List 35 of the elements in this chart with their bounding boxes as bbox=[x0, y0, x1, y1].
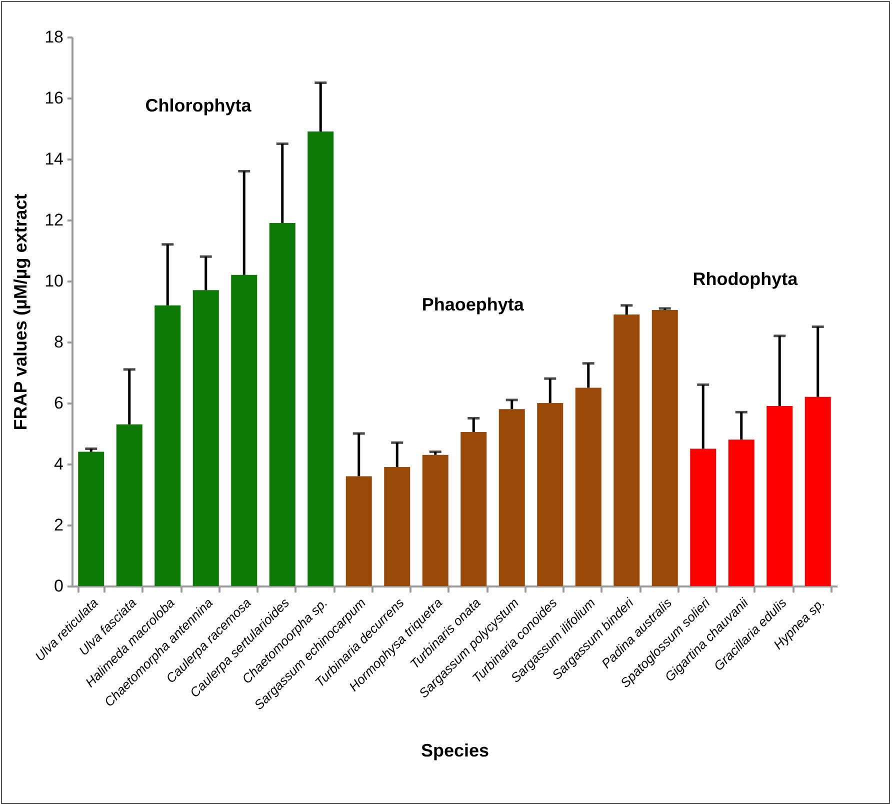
bar bbox=[422, 454, 448, 586]
y-axis-title: FRAP values (µM/µg extract bbox=[10, 194, 31, 430]
bar bbox=[575, 388, 602, 586]
y-tick-label: 10 bbox=[44, 272, 64, 290]
bar bbox=[614, 314, 640, 586]
bar bbox=[652, 310, 678, 586]
bar bbox=[804, 396, 831, 586]
bar bbox=[78, 452, 104, 586]
y-tick-label: 4 bbox=[54, 454, 64, 474]
bar bbox=[728, 440, 754, 586]
bar bbox=[690, 448, 716, 586]
y-tick-label: 14 bbox=[44, 150, 64, 168]
y-tick-label: 12 bbox=[44, 210, 64, 230]
y-tick-label: 8 bbox=[54, 332, 64, 352]
y-tick-label: 0 bbox=[54, 576, 64, 596]
bar bbox=[154, 305, 181, 586]
bar bbox=[308, 132, 334, 586]
bar bbox=[116, 424, 142, 586]
annotation: Phaoephyta bbox=[422, 294, 525, 314]
bar bbox=[537, 403, 564, 586]
bar bbox=[269, 223, 296, 586]
bar bbox=[460, 432, 487, 586]
y-tick-label: 18 bbox=[44, 28, 64, 46]
y-tick-label: 2 bbox=[54, 516, 64, 534]
bar bbox=[346, 476, 372, 586]
bar bbox=[192, 290, 219, 586]
bar bbox=[498, 409, 525, 586]
y-tick-label: 6 bbox=[54, 394, 64, 412]
bar bbox=[231, 274, 258, 586]
x-axis-title: Species bbox=[420, 740, 490, 760]
annotation: Rhodophyta bbox=[692, 269, 799, 290]
annotation: Chlorophyta bbox=[145, 96, 252, 116]
y-tick-label: 16 bbox=[44, 88, 64, 108]
bar bbox=[384, 467, 410, 586]
bar bbox=[766, 406, 793, 586]
